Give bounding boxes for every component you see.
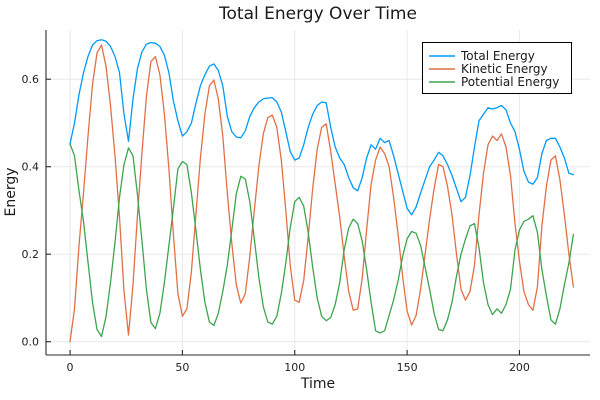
x-tick-label-0: 0: [67, 361, 74, 374]
y-axis-label: Energy: [3, 167, 19, 216]
legend-entry-kinetic: Kinetic Energy: [429, 62, 548, 76]
chart-title: Total Energy Over Time: [218, 4, 417, 24]
legend: Total Energy Kinetic Energy Potential En…: [422, 42, 572, 94]
legend-label-total-energy: Total Energy: [460, 49, 535, 63]
x-tick-label-150: 150: [397, 361, 418, 374]
series-layer: [69, 39, 575, 343]
series-line-kinetic-energy: [69, 44, 575, 343]
x-tick-label-200: 200: [509, 361, 530, 374]
y-tick-label-0.6: 0.6: [22, 73, 40, 86]
y-tick-label-0.2: 0.2: [22, 248, 40, 261]
legend-entry-potential: Potential Energy: [429, 75, 559, 89]
x-tick-label-50: 50: [175, 361, 189, 374]
tick-layer: 0 50 100 150 200 0.0 0.2 0.4 0.6: [22, 73, 530, 374]
series-line-potential-energy: [69, 143, 575, 338]
series-line-total-energy: [69, 39, 575, 216]
legend-label-potential-energy: Potential Energy: [461, 75, 559, 89]
legend-label-kinetic-energy: Kinetic Energy: [461, 62, 548, 76]
y-tick-label-0.0: 0.0: [22, 336, 40, 349]
x-axis-label: Time: [300, 376, 335, 392]
x-tick-label-100: 100: [284, 361, 305, 374]
legend-box: [422, 42, 572, 94]
axes: [45, 30, 590, 356]
y-tick-label-0.4: 0.4: [22, 161, 40, 174]
legend-entry-total: Total Energy: [429, 49, 535, 63]
